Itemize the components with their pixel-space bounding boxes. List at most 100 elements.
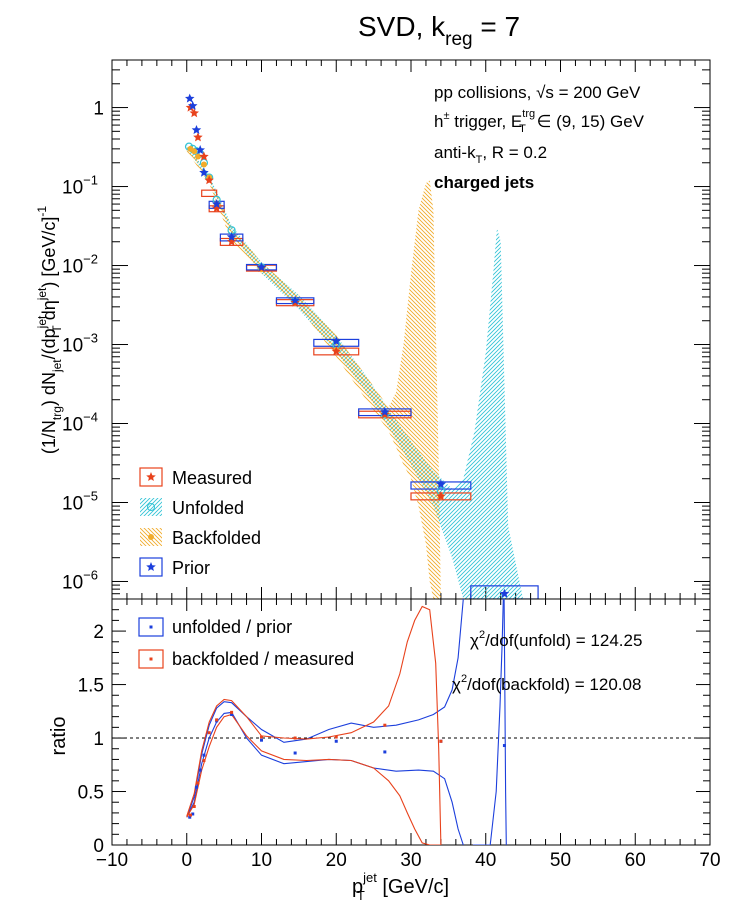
unfolded-prior-point: [191, 812, 195, 816]
ratio-legend-swatch: [138, 617, 164, 637]
ratio-x-tick-label: −10: [96, 850, 128, 871]
backfolded-measured-lower-curve: [186, 713, 441, 845]
unfolded-prior-point: [260, 738, 263, 742]
backfolded-measured-point: [192, 804, 196, 808]
ratio-x-tick-label: 20: [326, 850, 347, 871]
prior-point: [331, 336, 341, 346]
spectrum-panel: 1 10−1 10−2 10−3 10−4 10−5 10−6 (1/Ntrg) dNjet…: [35, 59, 711, 600]
prior-point: [211, 199, 222, 209]
measured-point: [185, 102, 196, 112]
backfolded-measured-point: [439, 739, 443, 743]
measured-point: [193, 132, 203, 142]
measured-point: [436, 491, 446, 501]
backfolded-measured-point: [383, 723, 387, 727]
backfolded-point: [200, 161, 207, 168]
spectrum-y-tick-label: 10−5: [62, 488, 98, 514]
measured-point: [331, 346, 341, 356]
unfolded-prior-point: [334, 739, 338, 743]
annotation-algorithm: anti-kT, R = 0.2: [434, 143, 547, 166]
ratio-x-tick-label: 60: [625, 850, 646, 871]
spectrum-y-tick-label: 10−2: [62, 252, 98, 278]
ratio-y-axis-label: ratio: [48, 717, 70, 756]
measured-point: [226, 236, 237, 246]
figure-title: SVD, kreg = 7: [358, 11, 520, 50]
unfolded-prior-point: [230, 713, 234, 717]
ratio-y-tick-labels: 0 0.5 1 1.5 2: [78, 622, 104, 857]
backfolded-measured-point: [196, 781, 200, 785]
ratio-legend-marker: [149, 657, 153, 661]
legend-label: Measured: [172, 468, 252, 488]
legend-label: Backfolded: [172, 528, 261, 548]
legend-marker: [146, 472, 156, 481]
backfolded-measured-point: [230, 710, 234, 714]
ratio-legend-entry-measured: backfolded / measured: [138, 649, 354, 669]
legend-swatch: [139, 557, 163, 577]
ratio-x-tick-label: 70: [699, 850, 720, 871]
ratio-x-tick-label: 0: [181, 850, 192, 871]
unfolded-prior-lower-curve: [186, 711, 464, 845]
legend-swatch: [140, 498, 162, 516]
ratio-curves: [186, 599, 507, 845]
prior-point: [290, 295, 300, 305]
backfolded-measured-upper-curve: [186, 605, 442, 845]
ratio-x-tick-label: 30: [400, 850, 421, 871]
spectrum-y-tick-label: 10−4: [62, 410, 98, 436]
spectrum-markers: [184, 93, 510, 598]
ratio-x-tick-label: 50: [550, 850, 571, 871]
unfolded-prior-point: [293, 751, 297, 755]
unfolded-prior-point: [202, 753, 206, 757]
ratio-y-tick-label: 0: [93, 836, 104, 857]
ratio-y-tick-label: 1: [93, 729, 104, 750]
ratio-legend-entry-prior: unfolded / prior: [138, 617, 292, 637]
ratio-x-axis-label: pjet T [GeV/c]: [352, 870, 449, 903]
measured-point: [199, 151, 209, 161]
measured-point: [204, 175, 214, 185]
ratio-y-tick-label: 0.5: [78, 783, 104, 804]
ratio-x-tick-label: 40: [475, 850, 496, 871]
ratio-x-tick-label: 10: [251, 850, 272, 871]
measured-point: [189, 108, 199, 118]
prior-point: [436, 479, 446, 489]
legend-entry-backfolded: Backfolded: [140, 528, 261, 548]
ratio-x-tick-labels: −10 0 10 20 30 40 50 60 70: [96, 850, 721, 871]
prior-point: [195, 145, 205, 155]
legend-marker: [147, 503, 155, 511]
prior-point: [188, 100, 198, 110]
prior-point: [199, 167, 209, 177]
legend-entry-measured: Measured: [139, 467, 252, 488]
backfolded-point: [191, 148, 198, 155]
ratio-axis-ticks: [111, 598, 711, 846]
prior-point: [499, 588, 510, 598]
legend-swatch: [139, 467, 163, 487]
prior-point: [380, 407, 390, 416]
legend-label: Unfolded: [172, 498, 244, 518]
unfolded-prior-point: [188, 815, 192, 819]
annotation-trigger: h± trigger, Etrg T ∈ (9, 15) GeV: [434, 108, 645, 135]
backfolded-measured-point: [260, 735, 263, 739]
ratio-markers: [188, 710, 506, 819]
prior-point: [256, 262, 267, 272]
legend-marker: [146, 562, 156, 571]
annotation-jets: charged jets: [434, 173, 534, 192]
spectrum-legend: Measured Unfolded Backfolded Prior: [139, 467, 261, 578]
legend-entry-unfolded: Unfolded: [140, 498, 244, 518]
ratio-panel: 00.511.52 −10 0 10 20 30 40 50 60 70 ratio pjet T…: [48, 598, 721, 903]
ratio-legend-label: unfolded / prior: [172, 617, 292, 637]
backfolded-measured-point: [207, 731, 211, 735]
prior-point: [191, 125, 202, 134]
backfolded-measured-point: [202, 759, 206, 763]
annotation-collisions: pp collisions, √s = 200 GeV: [434, 83, 641, 102]
spectrum-y-tick-label: 10−6: [62, 567, 98, 593]
ratio-legend: unfolded / prior backfolded / measured: [138, 617, 354, 669]
unfolded-prior-point: [194, 785, 198, 789]
measured-bin-box: [201, 189, 218, 198]
ratio-legend-label: backfolded / measured: [172, 649, 354, 669]
backfolded-point: [194, 153, 201, 160]
annotation-block: pp collisions, √s = 200 GeV h± trigger, …: [434, 83, 645, 192]
legend-label: Prior: [172, 558, 210, 578]
prior-bin-box: [470, 585, 539, 599]
legend-entry-prior: Prior: [139, 557, 210, 578]
ratio-y-tick-label: 1.5: [78, 676, 104, 697]
measured-point: [211, 203, 222, 213]
